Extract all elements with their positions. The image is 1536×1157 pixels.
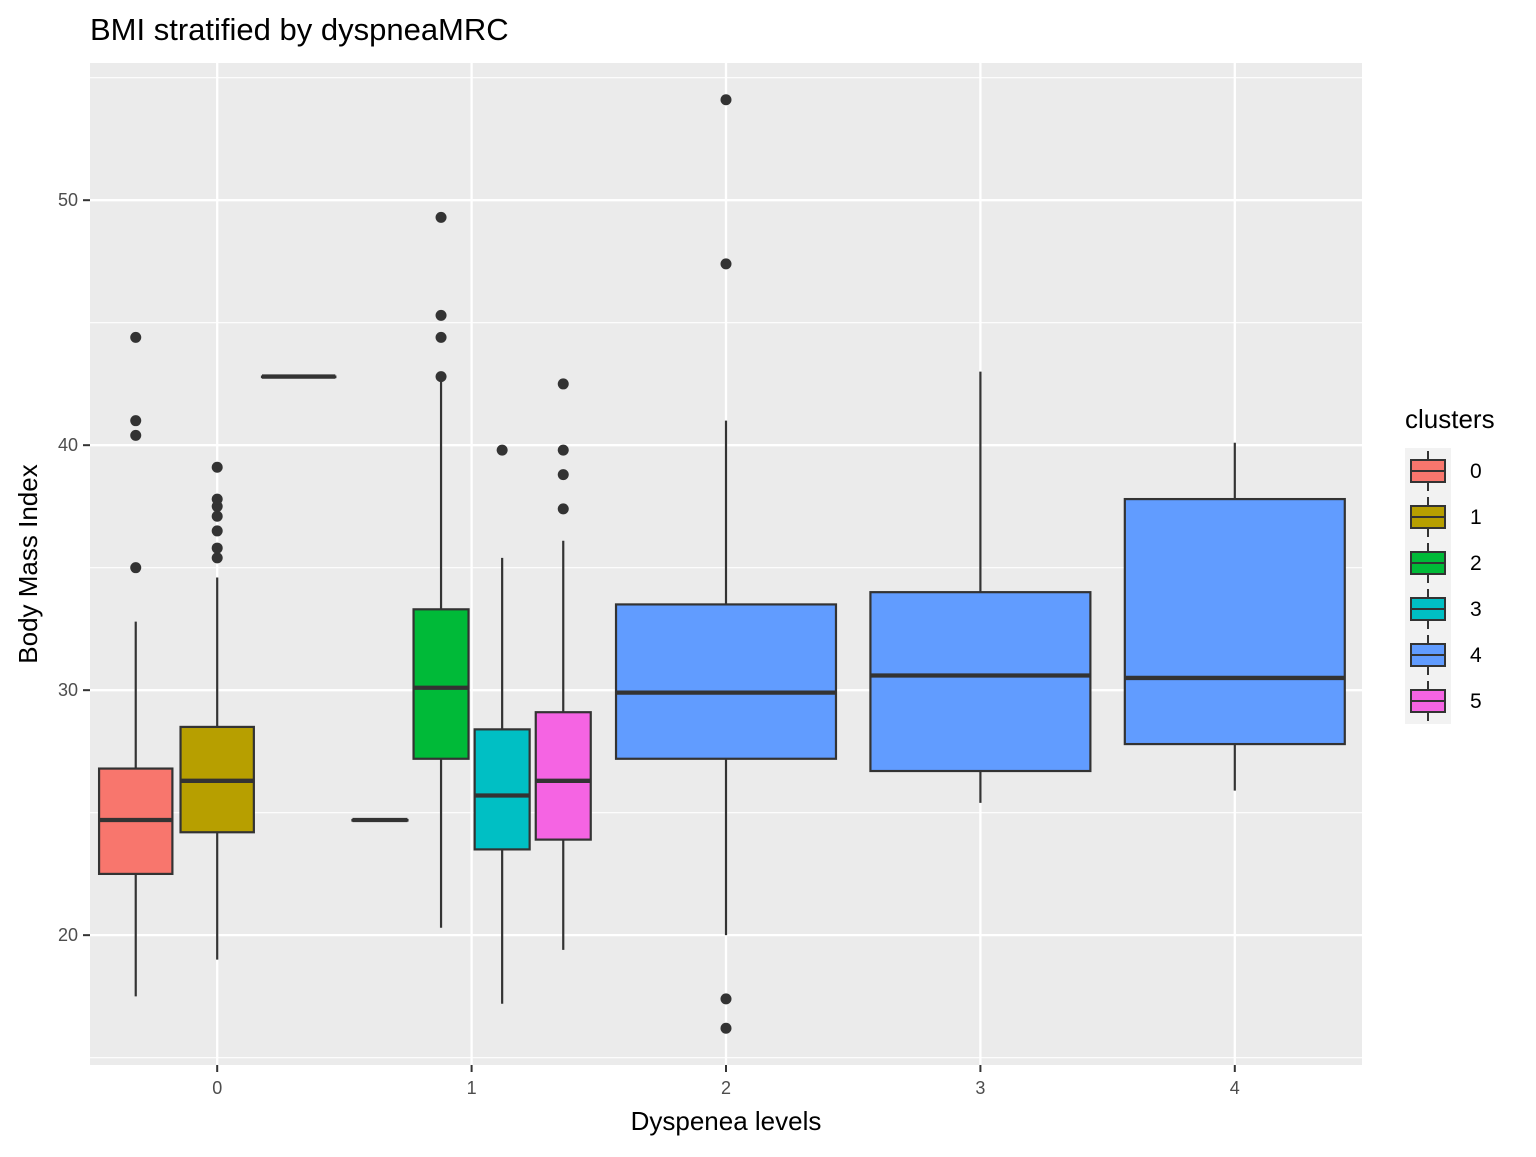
outlier-point — [557, 503, 569, 515]
legend-title: clusters — [1405, 404, 1495, 434]
y-axis-title: Body Mass Index — [13, 464, 43, 663]
outlier-point — [557, 378, 569, 390]
x-tick-label: 2 — [721, 1078, 731, 1098]
legend-label: 3 — [1470, 598, 1482, 621]
box-1-cluster-3 — [473, 444, 531, 1004]
x-tick-label: 3 — [975, 1078, 985, 1098]
x-tick-label: 1 — [467, 1078, 477, 1098]
box-3-cluster-4 — [869, 371, 1092, 803]
outlier-point — [211, 510, 223, 522]
outlier-point — [130, 415, 142, 427]
outlier-point — [130, 562, 142, 574]
box-1-cluster-1 — [351, 817, 409, 823]
legend-item-0: 0 — [1405, 448, 1482, 494]
legend-label: 4 — [1470, 644, 1482, 667]
legend-label: 0 — [1470, 460, 1482, 483]
box-0-cluster-0 — [97, 331, 174, 997]
outlier-point — [720, 258, 732, 270]
legend: clusters 0 1 2 3 4 5 — [1405, 404, 1495, 724]
y-tick-label: 50 — [58, 190, 78, 210]
outlier-point — [211, 461, 223, 473]
outlier-point — [211, 542, 223, 554]
chart-title: BMI stratified by dyspneaMRC — [90, 12, 509, 47]
box-body — [614, 603, 838, 760]
box-body — [412, 608, 470, 760]
outlier-point — [496, 444, 508, 456]
box-body — [534, 711, 592, 841]
outlier-point — [557, 469, 569, 481]
box-body — [869, 591, 1092, 773]
x-tick-label: 0 — [212, 1078, 222, 1098]
box-2-cluster-4 — [614, 94, 838, 1034]
box-0-cluster-1 — [179, 461, 255, 960]
box-layer — [97, 94, 1346, 1034]
box-4-cluster-4 — [1123, 442, 1346, 791]
legend-label: 5 — [1470, 690, 1482, 713]
axis-layer: 20 30 40 50 0 1 2 3 4 — [58, 190, 1240, 1098]
x-axis-title: Dyspenea levels — [631, 1106, 822, 1136]
box-1-cluster-2 — [412, 211, 470, 928]
legend-item-5: 5 — [1405, 678, 1482, 724]
outlier-point — [435, 331, 447, 343]
legend-item-4: 4 — [1405, 632, 1482, 678]
outlier-point — [130, 429, 142, 441]
outlier-point — [435, 371, 447, 383]
outlier-point — [557, 444, 569, 456]
legend-label: 1 — [1470, 506, 1482, 529]
x-tick-label: 4 — [1230, 1078, 1240, 1098]
outlier-point — [435, 211, 447, 223]
box-1-cluster-5 — [534, 378, 592, 950]
box-body — [473, 728, 531, 851]
box-body — [1123, 497, 1346, 746]
y-tick-label: 40 — [58, 435, 78, 455]
legend-item-1: 1 — [1405, 494, 1482, 540]
outlier-point — [720, 94, 732, 106]
outlier-point — [720, 993, 732, 1005]
box-0-cluster-2 — [260, 374, 337, 379]
y-tick-label: 20 — [58, 925, 78, 945]
legend-item-2: 2 — [1405, 540, 1482, 586]
outlier-point — [211, 493, 223, 505]
outlier-point — [435, 309, 447, 321]
outlier-point — [130, 331, 142, 343]
legend-item-3: 3 — [1405, 586, 1482, 632]
outlier-point — [720, 1022, 732, 1034]
outlier-point — [211, 525, 223, 537]
outlier-point — [211, 552, 223, 564]
legend-label: 2 — [1470, 552, 1482, 575]
y-tick-label: 30 — [58, 680, 78, 700]
